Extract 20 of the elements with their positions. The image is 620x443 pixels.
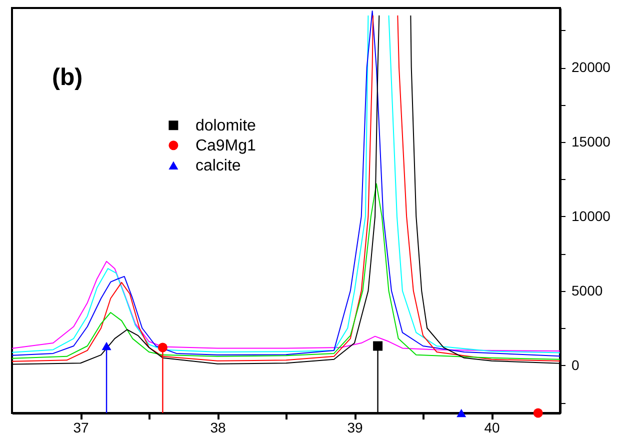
point xyxy=(373,341,383,351)
y-tick-label: 5000 xyxy=(572,282,603,298)
y-tick-label: 15000 xyxy=(572,134,611,150)
x-tick-label: 38 xyxy=(210,420,226,436)
legend-label: calcite xyxy=(195,157,241,174)
x-tick-label: 40 xyxy=(484,420,500,436)
x-tick-label: 39 xyxy=(347,420,363,436)
line-series xyxy=(12,260,560,352)
point xyxy=(158,342,168,352)
point xyxy=(456,408,466,418)
legend-label: dolomite xyxy=(195,117,256,134)
y-tick-label: 0 xyxy=(572,356,580,373)
point xyxy=(533,408,543,418)
y-tick-label: 10000 xyxy=(572,208,611,224)
x-tick-label: 37 xyxy=(73,420,89,436)
legend-label: Ca9Mg1 xyxy=(195,137,256,154)
y-tick-label: 20000 xyxy=(572,59,611,76)
point xyxy=(102,342,112,350)
annotation: (b) xyxy=(52,64,83,91)
line-series xyxy=(12,183,560,360)
